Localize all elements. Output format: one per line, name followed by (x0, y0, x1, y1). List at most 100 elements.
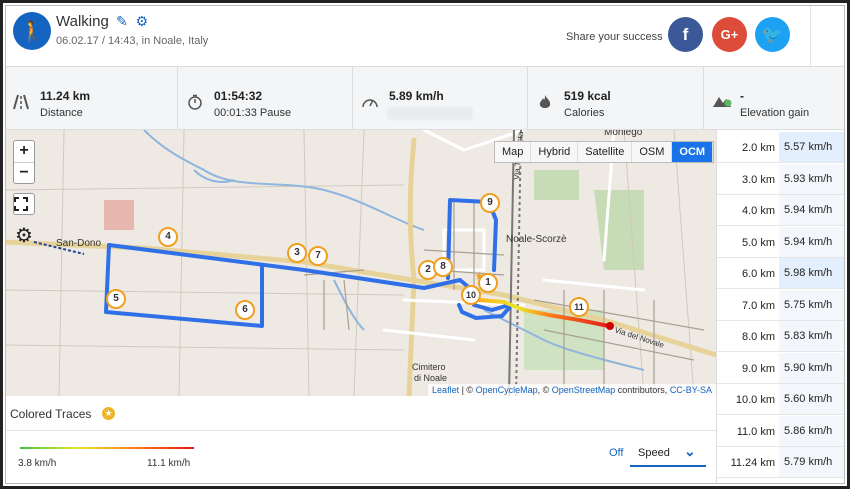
activity-header: 🚶 Walking ✎ ⚙ 06.02.17 / 14:43, in Noale… (4, 4, 846, 66)
stat-label: Elevation gain (740, 107, 810, 119)
stat-label: 00:01:33 Pause (214, 107, 292, 119)
route-map[interactable]: San-Dono Moniego Noale-Scorzè Cimitero d… (4, 130, 716, 396)
openstreetmap-link[interactable]: OpenStreetMap (551, 385, 616, 395)
route-marker[interactable]: 9 (480, 193, 500, 213)
split-distance: 10.0 km (735, 394, 775, 406)
split-speed: 5.75 km/h (779, 289, 846, 320)
split-row: 11.24 km 5.79 km/h (717, 447, 846, 478)
split-speed: 5.57 km/h (779, 132, 846, 162)
zoom-in-button[interactable]: + (19, 142, 29, 159)
cc-by-sa-link[interactable]: CC-BY-SA (669, 385, 712, 395)
stat-label: Calories (564, 107, 605, 119)
split-row: 8.0 km 5.83 km/h (717, 321, 846, 352)
split-speed: 5.94 km/h (779, 226, 846, 257)
title-tools: ✎ ⚙ (116, 13, 148, 30)
map-label-cimitero: Cimitero (412, 362, 446, 372)
route-marker[interactable]: 3 (287, 243, 307, 263)
layer-osm-button[interactable]: OSM (632, 142, 673, 162)
stopwatch-icon (186, 94, 204, 112)
layer-hybrid-button[interactable]: Hybrid (531, 142, 579, 162)
stat-value: - (740, 89, 744, 103)
chevron-down-icon: ⌄ (684, 443, 696, 459)
zoom-control: + − (13, 140, 35, 184)
layer-ocm-button[interactable]: OCM (672, 142, 714, 162)
split-speed: 5.83 km/h (779, 321, 846, 351)
zoom-out-button[interactable]: − (14, 162, 34, 183)
stat-distance: 11.24 km Distance (4, 67, 178, 129)
premium-star-icon: ★ (102, 407, 115, 420)
map-settings-gear-icon[interactable]: ⚙ (15, 225, 33, 247)
traces-off-link[interactable]: Off (609, 447, 624, 459)
flame-icon (536, 94, 554, 112)
split-distance: 11.24 km (730, 457, 775, 469)
route-marker[interactable]: 8 (433, 257, 453, 277)
split-speed: 5.98 km/h (779, 258, 846, 288)
edit-pencil-icon[interactable]: ✎ (116, 13, 128, 29)
map-label-san-dono: San-Dono (56, 238, 101, 249)
gear-icon[interactable]: ⚙ (135, 13, 149, 29)
split-row: 11.0 km 5.86 km/h (717, 415, 846, 447)
stat-calories: 519 kcal Calories (528, 67, 704, 129)
stat-value: 01:54:32 (214, 89, 263, 103)
route-marker[interactable]: 6 (235, 300, 255, 320)
gradient-min-label: 3.8 km/h (18, 458, 57, 469)
activity-title: Walking (56, 13, 109, 30)
stat-value: 5.89 km/h (389, 89, 444, 103)
stat-label: Distance (40, 107, 83, 119)
route-marker[interactable]: 5 (106, 289, 126, 309)
route-marker[interactable]: 4 (158, 227, 178, 247)
split-row: 5.0 km 5.94 km/h (717, 226, 846, 258)
layer-satellite-button[interactable]: Satellite (578, 142, 633, 162)
split-row: 4.0 km 5.94 km/h (717, 195, 846, 226)
splits-table: 2.0 km 5.57 km/h 3.0 km 5.93 km/h 4.0 km 5.94… (716, 130, 846, 486)
split-distance: 2.0 km (741, 142, 775, 154)
map-label-noale-scorze: Noale-Scorzè (506, 234, 567, 245)
map-label-moniego: Moniego (604, 130, 643, 138)
route-marker[interactable]: 11 (569, 297, 589, 317)
opencyclemap-link[interactable]: OpenCycleMap (475, 385, 538, 395)
split-row: 9.0 km 5.90 km/h (717, 352, 846, 384)
stat-elevation: - Elevation gain (704, 67, 846, 129)
header-side-strip (810, 4, 846, 66)
split-row: 2.0 km 5.57 km/h (717, 132, 846, 163)
trace-metric-select[interactable]: Speed ⌄ (630, 443, 706, 467)
split-distance: 9.0 km (741, 362, 775, 375)
split-row: 6.0 km 5.98 km/h (717, 258, 846, 289)
facebook-share-button[interactable]: f (668, 17, 703, 52)
split-distance: 5.0 km (741, 236, 775, 249)
speedometer-icon (361, 94, 379, 112)
split-row: 3.0 km 5.93 km/h (717, 163, 846, 195)
split-distance: 7.0 km (741, 299, 775, 312)
split-row: 10.0 km 5.60 km/h (717, 384, 846, 415)
twitter-share-button[interactable]: 🐦 (755, 17, 790, 52)
map-canvas: San-Dono Moniego Noale-Scorzè Cimitero d… (4, 130, 716, 396)
split-distance: 11.0 km (736, 425, 775, 438)
split-speed: 5.90 km/h (779, 352, 846, 383)
split-speed: 5.79 km/h (779, 447, 846, 477)
blurred-label (387, 107, 473, 120)
route-end-dot (606, 322, 614, 330)
route-marker[interactable]: 7 (308, 246, 328, 266)
fullscreen-button[interactable] (13, 193, 35, 215)
stat-duration: 01:54:32 00:01:33 Pause (178, 67, 353, 129)
split-speed: 5.86 km/h (779, 415, 846, 446)
split-speed: 5.93 km/h (779, 163, 846, 194)
stat-avg-speed: 5.89 km/h (353, 67, 528, 129)
route-marker[interactable]: 1 (478, 273, 498, 293)
route-marker[interactable]: 10 (461, 285, 481, 305)
split-distance: 8.0 km (741, 331, 775, 343)
speed-gradient-bar (20, 447, 194, 449)
share-label: Share your success (566, 31, 663, 43)
stats-bar: 11.24 km Distance 01:54:32 00:01:33 Paus… (4, 66, 846, 130)
map-label-di-noale: di Noale (414, 373, 447, 383)
stat-value: 11.24 km (40, 89, 91, 103)
leaflet-link[interactable]: Leaflet (432, 385, 460, 395)
layer-map-button[interactable]: Map (495, 142, 532, 162)
mountain-icon (712, 93, 732, 111)
fullscreen-icon (14, 197, 28, 211)
split-row: 7.0 km 5.75 km/h (717, 289, 846, 321)
trace-metric-value: Speed (638, 447, 670, 459)
google-plus-share-button[interactable]: G+ (712, 17, 747, 52)
road-icon (12, 94, 30, 112)
split-distance: 3.0 km (741, 173, 775, 186)
